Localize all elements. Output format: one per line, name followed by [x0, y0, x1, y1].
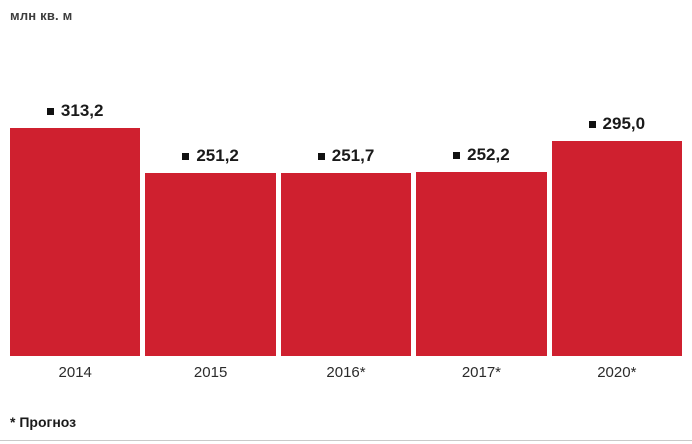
bar — [416, 172, 547, 356]
x-tick-label: 2017* — [461, 364, 502, 381]
x-tick-label: 2016* — [326, 364, 366, 381]
marker-square-icon — [453, 152, 461, 159]
marker-square-icon — [182, 153, 190, 160]
value-text: 252,2 — [467, 145, 510, 164]
bar-group: 251,2 — [145, 146, 276, 356]
marker-square-icon — [46, 108, 54, 115]
bar — [145, 173, 276, 356]
value-text: 313,2 — [60, 101, 104, 120]
bar-group: 251,7 — [280, 146, 412, 356]
forecast-footnote: * Прогноз — [10, 414, 77, 430]
bar-value-label: 252,2 — [416, 145, 546, 165]
bar — [10, 128, 141, 356]
bar-group: 252,2 — [416, 145, 547, 356]
bar — [280, 173, 412, 356]
bar — [551, 141, 683, 356]
bottom-divider — [0, 440, 692, 441]
bar-value-label: 295,0 — [552, 114, 682, 134]
bar-group: 295,0 — [551, 114, 683, 356]
y-axis-unit-label: млн кв. м — [10, 8, 73, 23]
bar-value-label: 251,7 — [281, 146, 411, 166]
value-text: 251,2 — [196, 146, 239, 165]
value-text: 295,0 — [602, 114, 646, 133]
bar-value-label: 251,2 — [145, 146, 275, 166]
marker-square-icon — [588, 121, 596, 128]
x-axis-tick-row: 2014 2015 2016* 2017* 2020* — [10, 364, 682, 381]
value-text: 251,7 — [331, 146, 375, 165]
bar-chart: 313,2 251,2 251,7 252,2 295,0 — [10, 86, 683, 356]
bar-value-label: 313,2 — [10, 101, 140, 121]
x-tick-label: 2020* — [597, 364, 637, 381]
marker-square-icon — [317, 153, 325, 160]
bar-group: 313,2 — [10, 101, 141, 356]
x-tick-label: 2014 — [58, 364, 92, 381]
x-tick-label: 2015 — [193, 364, 228, 381]
